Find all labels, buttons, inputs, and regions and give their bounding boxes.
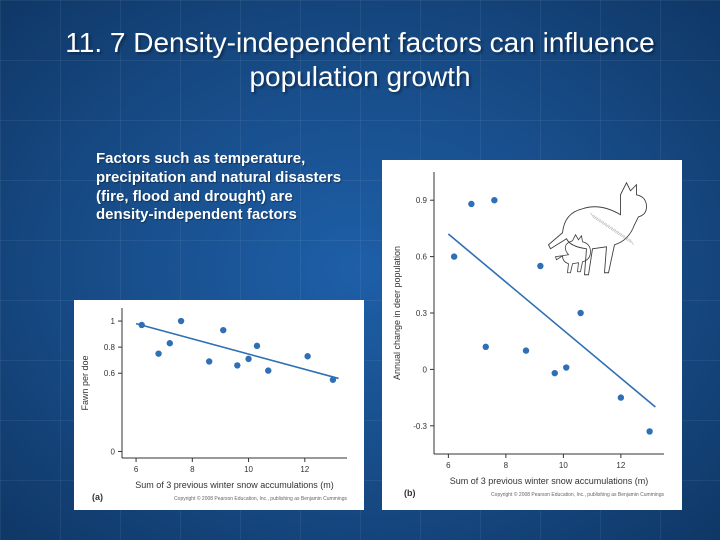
svg-text:Sum of 3 previous winter snow: Sum of 3 previous winter snow accumulati… <box>135 480 334 490</box>
svg-text:6: 6 <box>134 465 139 474</box>
body-text: Factors such as temperature, precipitati… <box>96 150 346 225</box>
svg-text:(a): (a) <box>92 492 103 502</box>
svg-text:Fawn per doe: Fawn per doe <box>80 355 90 410</box>
svg-text:1: 1 <box>111 317 116 326</box>
chart-b-container: 6 8 10 12 -0.3 0 0.3 0.6 0.9 Sum of 3 previous wi… <box>382 160 682 510</box>
svg-text:10: 10 <box>559 461 568 470</box>
svg-text:8: 8 <box>190 465 195 474</box>
slide: 11. 7 Density-independent factors can in… <box>0 0 720 540</box>
svg-text:0.9: 0.9 <box>416 196 428 205</box>
svg-text:Sum of 3 previous winter snow: Sum of 3 previous winter snow accumulati… <box>450 476 649 486</box>
svg-text:0.6: 0.6 <box>104 369 116 378</box>
svg-text:0.6: 0.6 <box>416 253 428 262</box>
svg-text:12: 12 <box>300 465 309 474</box>
svg-text:0.8: 0.8 <box>104 343 116 352</box>
svg-text:(b): (b) <box>404 488 416 498</box>
slide-title: 11. 7 Density-independent factors can in… <box>0 0 720 93</box>
svg-text:-0.3: -0.3 <box>413 422 427 431</box>
svg-text:6: 6 <box>446 461 451 470</box>
svg-text:12: 12 <box>616 461 625 470</box>
chart-a-svg: 6 8 10 12 0 0.6 0.8 1 Sum of 3 previous winter s… <box>74 300 364 510</box>
svg-text:10: 10 <box>244 465 253 474</box>
svg-text:Annual change in deer populati: Annual change in deer population <box>392 246 402 380</box>
svg-text:8: 8 <box>504 461 509 470</box>
svg-text:0: 0 <box>423 365 428 374</box>
chart-b-svg: 6 8 10 12 -0.3 0 0.3 0.6 0.9 Sum of 3 previous wi… <box>382 160 682 510</box>
svg-text:Copyright © 2008 Pearson Educa: Copyright © 2008 Pearson Education, Inc.… <box>174 495 347 502</box>
svg-text:0.3: 0.3 <box>416 309 428 318</box>
svg-text:0: 0 <box>111 447 116 456</box>
chart-a-container: 6 8 10 12 0 0.6 0.8 1 Sum of 3 previous winter s… <box>74 300 364 510</box>
svg-text:Copyright © 2008 Pearson Educa: Copyright © 2008 Pearson Education, Inc.… <box>491 491 664 498</box>
